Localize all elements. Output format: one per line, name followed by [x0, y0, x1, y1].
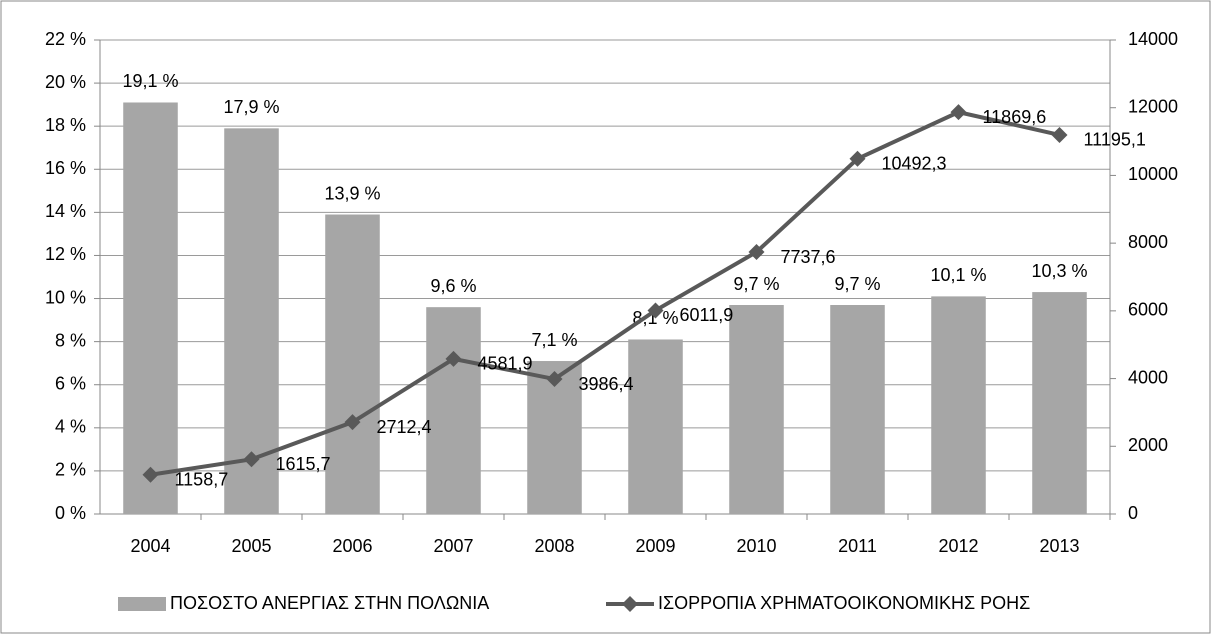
line-marker [1051, 126, 1068, 143]
line-marker [445, 350, 462, 367]
bar [1032, 292, 1087, 514]
y-tick-label: 8 % [55, 330, 86, 350]
legend-swatch [118, 597, 166, 611]
x-tick-label: 2009 [635, 536, 675, 556]
y-tick-label: 6 % [55, 373, 86, 393]
data-label: 7,1 % [531, 330, 577, 350]
x-tick-label: 2008 [534, 536, 574, 556]
y-tick-label: 0 % [55, 503, 86, 523]
y2-tick-label: 8000 [1128, 232, 1168, 252]
x-tick-label: 2007 [433, 536, 473, 556]
data-label: 1615,7 [276, 454, 331, 474]
data-label: 2712,4 [377, 417, 432, 437]
y-tick-label: 4 % [55, 417, 86, 437]
y-tick-label: 16 % [45, 158, 86, 178]
legend-label: ΠΟΣΟΣΤΟ ΑΝΕΡΓΙΑΣ ΣΤΗΝ ΠΟΛΩΝΙΑ [170, 593, 489, 613]
data-label: 17,9 % [223, 97, 279, 117]
data-label: 6011,9 [680, 305, 734, 325]
y-tick-label: 22 % [45, 29, 86, 49]
x-tick-label: 2013 [1039, 536, 1079, 556]
y2-tick-label: 12000 [1128, 96, 1178, 116]
line-marker [344, 414, 361, 431]
data-label: 11195,1 [1084, 130, 1146, 150]
y-tick-label: 18 % [45, 115, 86, 135]
line-marker [546, 371, 563, 388]
bar [123, 102, 178, 515]
x-tick-label: 2012 [938, 536, 978, 556]
bar [931, 296, 986, 514]
data-label: 10492,3 [882, 154, 947, 174]
x-tick-label: 2004 [130, 536, 170, 556]
bar [325, 214, 380, 514]
data-label: 19,1 % [122, 71, 178, 91]
data-label: 7737,6 [781, 247, 836, 267]
line [150, 110, 1060, 477]
y2-tick-label: 2000 [1128, 435, 1168, 455]
y-tick-label: 20 % [45, 72, 86, 92]
legend-marker [622, 596, 638, 612]
y-tick-label: 2 % [55, 460, 86, 480]
line-marker [243, 451, 260, 468]
legend-label: ΙΣΟΡΡΟΠΙΑ ΧΡΗΜΑΤΟΟΙΚΟΝΟΜΙΚΗΣ ΡΟΗΣ [658, 593, 1030, 613]
line-marker [849, 150, 866, 167]
y2-tick-label: 0 [1128, 503, 1138, 523]
bar [224, 128, 279, 514]
line-marker [647, 302, 664, 319]
data-label: 11869,6 [983, 107, 1047, 127]
data-label: 4581,9 [478, 354, 533, 374]
y2-tick-label: 10000 [1128, 164, 1178, 184]
bar [830, 305, 885, 514]
data-label: 10,3 % [1031, 261, 1087, 281]
bar [628, 339, 683, 514]
y2-tick-label: 4000 [1128, 367, 1168, 387]
y2-tick-label: 6000 [1128, 300, 1168, 320]
x-tick-label: 2005 [231, 536, 271, 556]
line-marker [142, 466, 159, 483]
x-tick-label: 2006 [332, 536, 372, 556]
data-label: 9,6 % [430, 276, 476, 296]
data-label: 10,1 % [930, 265, 986, 285]
data-label: 13,9 % [324, 183, 380, 203]
data-label: 9,7 % [733, 274, 779, 294]
data-label: 1158,7 [175, 470, 229, 490]
y-tick-label: 14 % [45, 201, 86, 221]
y2-tick-label: 14000 [1128, 29, 1178, 49]
y-tick-label: 10 % [45, 287, 86, 307]
y-tick-label: 12 % [45, 244, 86, 264]
data-label: 9,7 % [834, 274, 880, 294]
bar [729, 305, 784, 514]
data-label: 3986,4 [579, 374, 634, 394]
bar [426, 307, 481, 514]
x-tick-label: 2010 [736, 536, 776, 556]
line-marker [950, 104, 967, 121]
line-marker [748, 244, 765, 261]
x-tick-label: 2011 [838, 536, 877, 556]
